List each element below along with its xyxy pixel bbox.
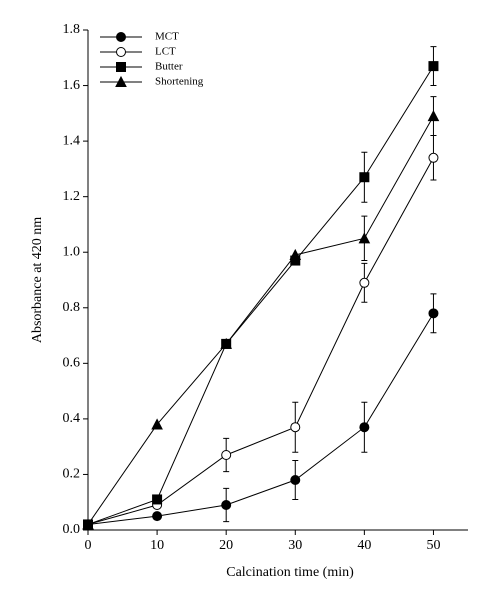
series-line <box>87 115 434 525</box>
y-tick-label: 1.4 <box>63 133 81 148</box>
series-line <box>87 65 434 525</box>
x-tick-label: 0 <box>85 538 92 553</box>
marker <box>152 511 163 522</box>
x-tick-label: 20 <box>219 538 233 553</box>
legend-marker <box>116 32 126 42</box>
marker <box>151 418 163 430</box>
legend-label: Shortening <box>155 76 204 88</box>
marker <box>289 248 302 260</box>
series-line <box>87 313 434 525</box>
x-tick-label: 40 <box>357 538 371 553</box>
y-tick-label: 0.2 <box>63 467 81 482</box>
marker <box>359 422 370 433</box>
marker <box>221 500 232 510</box>
legend-label: MCT <box>155 31 179 43</box>
y-tick-label: 0.4 <box>63 411 81 426</box>
x-tick-label: 10 <box>150 538 164 553</box>
y-tick-label: 1.8 <box>63 22 81 37</box>
x-axis-label: Calcination time (min) <box>226 565 354 580</box>
y-tick-label: 0.6 <box>63 356 81 371</box>
legend-marker <box>116 62 126 72</box>
marker <box>152 494 163 505</box>
x-tick-label: 30 <box>288 538 302 553</box>
y-tick-label: 0.0 <box>63 522 81 537</box>
marker <box>290 422 301 433</box>
y-tick-label: 1.6 <box>63 78 81 93</box>
marker <box>359 172 370 183</box>
x-tick-label: 50 <box>426 538 440 553</box>
series-line <box>87 157 434 525</box>
marker <box>359 277 370 288</box>
y-tick-label: 0.8 <box>63 300 81 315</box>
legend-label: Butter <box>155 61 183 73</box>
marker <box>428 152 439 163</box>
marker <box>358 232 371 244</box>
legend-label: LCT <box>155 46 176 58</box>
legend-marker <box>115 75 127 87</box>
y-tick-label: 1.0 <box>63 244 81 259</box>
y-tick-label: 1.2 <box>63 189 81 204</box>
marker <box>427 110 440 122</box>
y-axis-label: Absorbance at 420 nm <box>30 217 45 343</box>
marker <box>82 518 94 530</box>
legend-marker <box>116 47 126 57</box>
marker <box>428 308 439 319</box>
marker <box>221 450 232 460</box>
marker <box>428 61 439 72</box>
marker <box>290 475 301 485</box>
marker <box>220 337 233 349</box>
